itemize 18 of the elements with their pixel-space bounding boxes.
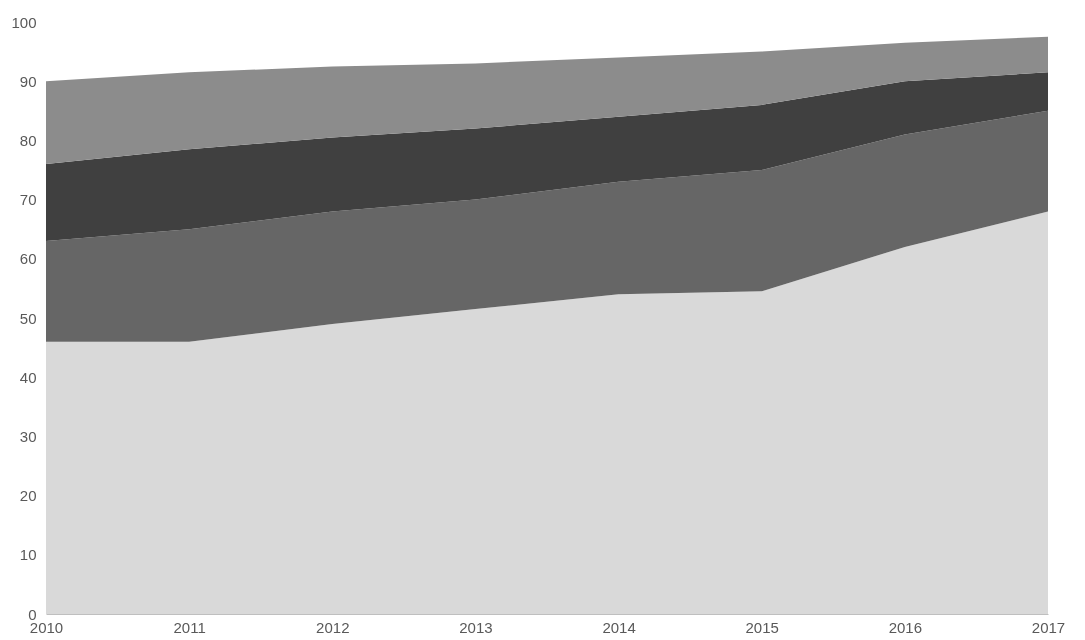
y-tick-label: 50: [19, 309, 37, 327]
y-tick-label: 90: [19, 72, 37, 90]
x-tick-label: 2012: [316, 618, 350, 636]
x-tick-label: 2016: [888, 618, 923, 636]
x-tick-label: 2017: [1031, 618, 1066, 636]
y-tick-label: 60: [19, 250, 37, 268]
x-tick-label: 2013: [459, 618, 493, 636]
y-tick-label: 70: [19, 191, 37, 209]
x-tick-label: 2011: [173, 618, 206, 636]
y-tick-label: 40: [19, 368, 37, 386]
y-tick-label: 20: [19, 487, 37, 505]
y-tick-label: 0: [28, 605, 37, 623]
x-tick-label: 2014: [602, 618, 636, 636]
x-tick-label: 2015: [745, 618, 779, 636]
y-tick-label: 100: [11, 13, 37, 31]
y-tick-label: 80: [19, 131, 37, 149]
y-tick-label: 10: [19, 546, 37, 564]
y-tick-label: 30: [19, 427, 37, 445]
